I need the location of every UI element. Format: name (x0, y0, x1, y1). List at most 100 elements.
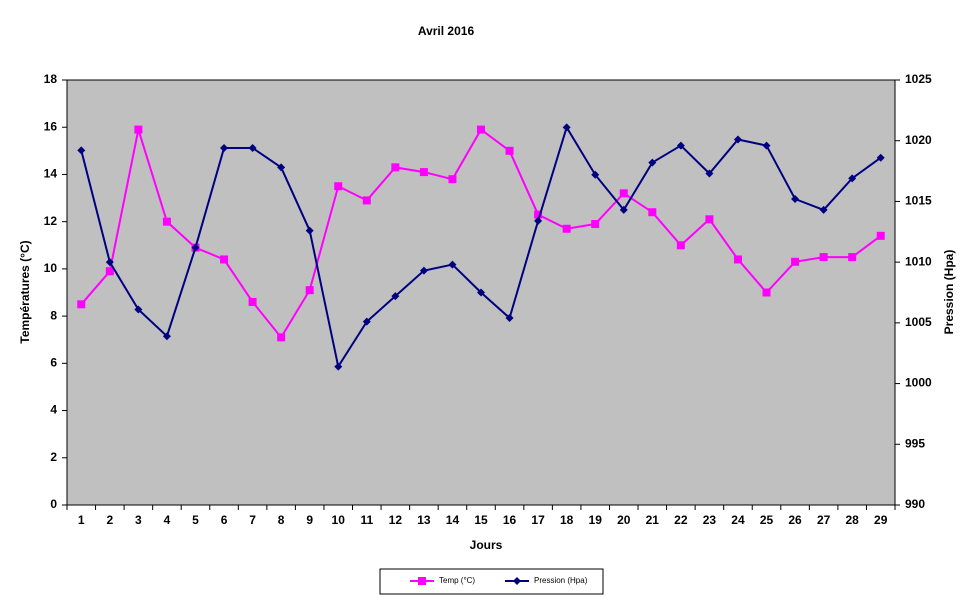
x-tick-label: 8 (278, 513, 285, 527)
x-tick-label: 6 (221, 513, 228, 527)
marker (791, 257, 800, 266)
marker (362, 317, 371, 326)
marker (534, 216, 543, 225)
marker (191, 243, 200, 252)
marker (505, 314, 514, 322)
x-tick-label: 13 (417, 513, 431, 527)
y-tick-label: 8 (50, 308, 57, 322)
marker (419, 168, 428, 177)
marker (648, 158, 657, 167)
marker (534, 210, 543, 219)
marker (591, 170, 600, 179)
x-tick-label: 18 (560, 513, 574, 527)
marker (876, 231, 885, 240)
x-tick-label: 16 (503, 513, 517, 527)
x-tick-label: 11 (360, 513, 373, 527)
legend-marker (513, 577, 521, 585)
marker (419, 266, 428, 275)
x-axis-title: Jours (470, 538, 503, 552)
marker (676, 241, 685, 250)
y2-tick-label: 1010 (905, 254, 932, 268)
x-tick-label: 2 (106, 513, 113, 527)
y-tick-label: 6 (50, 356, 57, 370)
y-tick-label: 16 (44, 119, 58, 133)
x-tick-label: 29 (874, 513, 888, 527)
marker (162, 217, 171, 226)
marker (134, 305, 143, 314)
marker (448, 175, 457, 184)
y2-axis-title: Pression (Hpa) (942, 250, 956, 335)
x-tick-label: 24 (731, 513, 745, 527)
marker (676, 141, 685, 150)
marker (334, 182, 343, 191)
marker (705, 169, 714, 178)
y-axis-title: Températures (°C) (18, 240, 32, 343)
marker (562, 224, 571, 233)
marker (705, 215, 714, 224)
x-tick-label: 7 (249, 513, 256, 527)
marker (848, 174, 857, 183)
marker (619, 205, 628, 214)
y2-tick-label: 1005 (905, 315, 932, 329)
marker (848, 253, 857, 262)
y2-tick-label: 1025 (905, 72, 932, 86)
x-tick-label: 25 (760, 513, 774, 527)
x-tick-label: 1 (78, 513, 85, 527)
marker (277, 163, 286, 172)
marker (105, 258, 114, 267)
y2-tick-label: 1020 (905, 133, 932, 147)
y2-tick-label: 995 (905, 436, 925, 450)
marker (762, 141, 771, 150)
marker (876, 153, 885, 162)
x-tick-label: 21 (646, 513, 660, 527)
legend-label: Pression (Hpa) (534, 576, 588, 585)
y-tick-label: 4 (50, 403, 57, 417)
x-tick-label: 27 (817, 513, 831, 527)
marker (819, 253, 828, 262)
marker (505, 146, 514, 155)
x-tick-label: 12 (389, 513, 403, 527)
x-tick-label: 3 (135, 513, 142, 527)
marker (305, 286, 314, 295)
marker (733, 135, 742, 144)
marker (134, 125, 143, 134)
marker (391, 292, 400, 301)
x-tick-label: 20 (617, 513, 631, 527)
marker (162, 332, 171, 341)
marker (819, 205, 828, 214)
marker (791, 195, 800, 203)
legend-label: Temp (°C) (439, 576, 475, 585)
marker (77, 300, 86, 309)
x-tick-label: 22 (674, 513, 688, 527)
x-tick-label: 10 (332, 513, 346, 527)
x-tick-label: 15 (474, 513, 488, 527)
marker (77, 146, 86, 155)
marker (619, 189, 628, 198)
x-tick-label: 9 (306, 513, 313, 527)
marker (362, 196, 371, 205)
x-tick-label: 14 (446, 513, 460, 527)
x-tick-label: 4 (164, 513, 171, 527)
marker (562, 123, 571, 132)
x-tick-label: 17 (531, 513, 545, 527)
marker (277, 333, 286, 342)
marker (762, 288, 771, 297)
y-tick-label: 2 (50, 450, 57, 464)
x-tick-label: 19 (589, 513, 603, 527)
x-tick-label: 26 (788, 513, 802, 527)
y2-tick-label: 1015 (905, 194, 932, 208)
marker (248, 297, 257, 306)
y-tick-label: 10 (44, 261, 58, 275)
marker (105, 267, 114, 276)
legend-marker (418, 577, 426, 585)
marker (733, 255, 742, 264)
marker (648, 208, 657, 217)
chart-title: Avril 2016 (418, 24, 475, 38)
y-tick-label: 0 (50, 497, 57, 511)
marker (248, 144, 257, 152)
y2-tick-label: 990 (905, 497, 925, 511)
marker (477, 125, 485, 134)
x-tick-label: 28 (845, 513, 859, 527)
y-tick-label: 12 (44, 214, 58, 228)
